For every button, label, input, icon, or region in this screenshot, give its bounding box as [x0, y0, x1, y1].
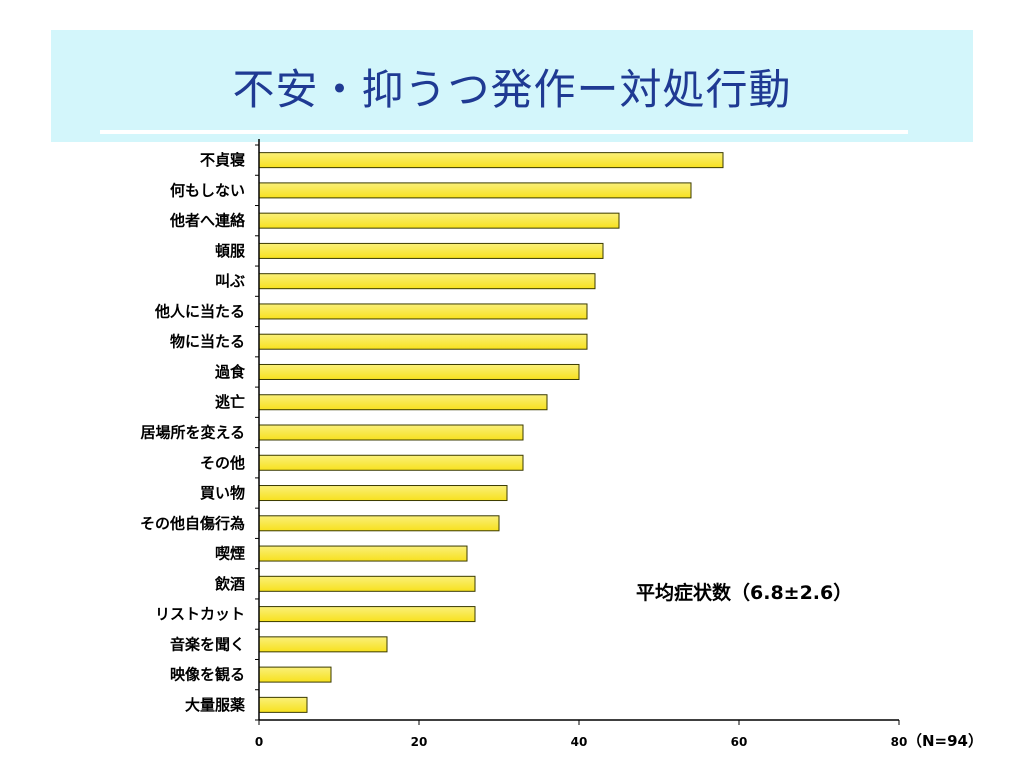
- category-label-3: 頓服: [215, 242, 246, 260]
- bar-6: [258, 333, 588, 350]
- category-label-2: 他者へ連絡: [169, 212, 246, 230]
- category-label-7: 過食: [214, 363, 246, 381]
- bar-0: [258, 152, 724, 169]
- bars-group: [258, 152, 724, 713]
- category-label-0: 不貞寝: [200, 151, 245, 169]
- slide-title: 不安・抑うつ発作ー対処行動: [232, 65, 792, 114]
- bar-3: [258, 242, 604, 259]
- bar-10: [258, 454, 524, 471]
- axes-group: [255, 139, 900, 725]
- bar-17: [258, 666, 332, 683]
- category-label-17: 映像を観る: [170, 666, 245, 684]
- category-label-13: 喫煙: [215, 545, 245, 563]
- bar-2: [258, 212, 620, 229]
- x-tick-label-4: 80: [891, 735, 908, 749]
- mean-symptom-annotation: 平均症状数（6.8±2.6）: [636, 582, 853, 604]
- plot-area-top-edge: [100, 130, 908, 134]
- bar-8: [258, 394, 548, 411]
- sample-size-label: （N=94）: [907, 732, 983, 750]
- bar-14: [258, 575, 476, 592]
- tick-labels-group: 0 20 40 60 80: [255, 735, 908, 749]
- bar-16: [258, 636, 388, 653]
- category-label-6: 物に当たる: [170, 333, 245, 351]
- bar-13: [258, 545, 468, 562]
- bar-4: [258, 273, 596, 290]
- category-label-4: 叫ぶ: [215, 272, 245, 290]
- category-label-12: その他自傷行為: [140, 514, 245, 532]
- category-label-5: 他人に当たる: [154, 302, 245, 320]
- category-labels-group: 不貞寝何もしない他者へ連絡頓服叫ぶ他人に当たる物に当たる過食逃亡居場所を変えるそ…: [140, 151, 246, 714]
- title-band: 不安・抑うつ発作ー対処行動: [51, 30, 973, 142]
- category-label-1: 何もしない: [170, 181, 245, 199]
- x-tick-label-1: 20: [411, 735, 428, 749]
- bar-12: [258, 515, 500, 532]
- category-label-8: 逃亡: [215, 393, 245, 411]
- bar-9: [258, 424, 524, 441]
- x-tick-label-0: 0: [255, 735, 263, 749]
- category-label-14: 飲酒: [214, 575, 245, 593]
- bar-1: [258, 182, 692, 199]
- category-label-9: 居場所を変える: [140, 424, 245, 442]
- category-label-10: その他: [200, 454, 245, 472]
- bar-5: [258, 303, 588, 320]
- category-label-11: 買い物: [200, 484, 245, 502]
- x-tick-label-2: 40: [571, 735, 588, 749]
- bar-11: [258, 485, 508, 502]
- category-label-18: 大量服薬: [185, 696, 245, 714]
- bar-15: [258, 606, 476, 623]
- x-tick-label-3: 60: [731, 735, 748, 749]
- bar-18: [258, 696, 308, 713]
- category-label-16: 音楽を聞く: [170, 635, 245, 653]
- bar-7: [258, 363, 580, 380]
- category-label-15: リストカット: [155, 605, 245, 623]
